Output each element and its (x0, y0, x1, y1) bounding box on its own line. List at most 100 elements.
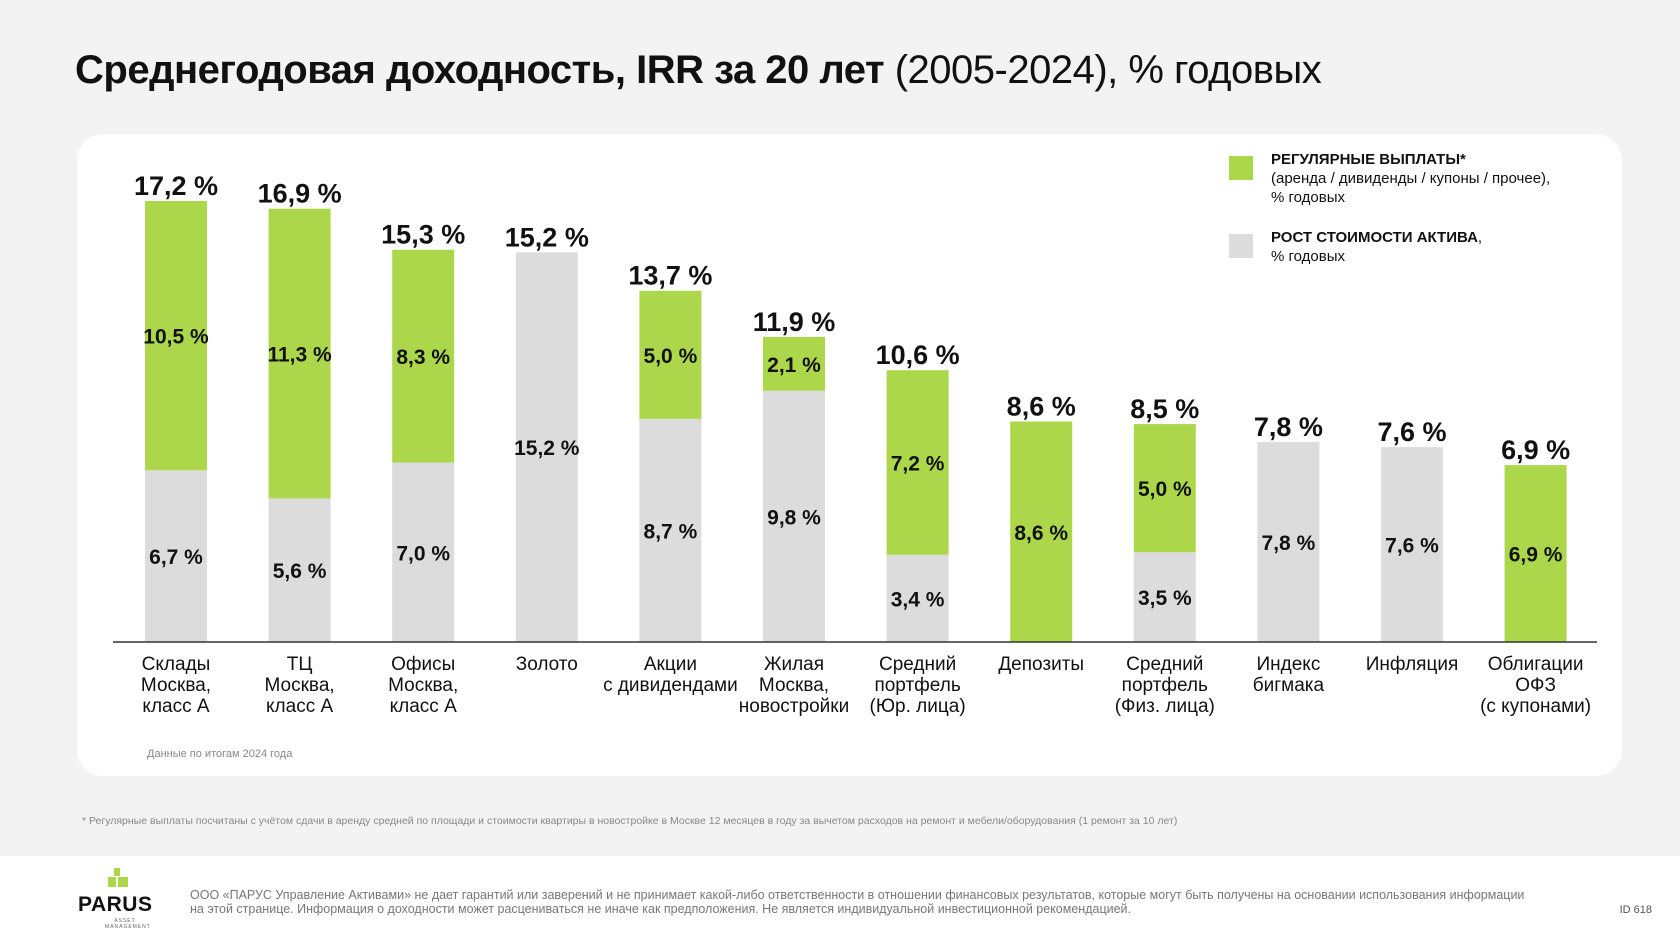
footnote: * Регулярные выплаты посчитаны с учётом … (82, 815, 1178, 827)
category-label-6-0: Средний (879, 654, 956, 675)
bar-regular-payments-0 (145, 201, 207, 471)
label-regular-payments-1: 11,3 % (267, 344, 332, 367)
bar-regular-payments-5 (763, 336, 825, 391)
category-label-0-2: класс А (142, 696, 209, 717)
category-label-11-0: Облигации (1488, 654, 1584, 675)
label-total-11: 6,9 % (1501, 435, 1570, 465)
category-label-8-0: Средний (1126, 654, 1203, 675)
label-asset-growth-1: 5,6 % (273, 560, 327, 583)
title-light: (2005-2024), % годовых (884, 48, 1322, 92)
label-total-3: 15,2 % (505, 222, 589, 252)
legend-regular-payments-desc1: (аренда / дивиденды / купоны / прочее), (1271, 170, 1551, 187)
label-asset-growth-0: 6,7 % (149, 546, 203, 569)
label-total-6: 10,6 % (876, 340, 960, 370)
bar-regular-payments-7 (1010, 421, 1073, 642)
bar-asset-growth-0 (145, 470, 207, 642)
category-label-5-2: новостройки (739, 696, 849, 717)
label-total-8: 8,5 % (1130, 394, 1199, 424)
label-regular-payments-0: 10,5 % (143, 326, 209, 349)
label-asset-growth-10: 7,6 % (1385, 535, 1439, 558)
legend-regular-payments-title: РЕГУЛЯРНЫЕ ВЫПЛАТЫ* (1271, 151, 1466, 168)
logo-subtitle: ASSET MANAGEMENT (105, 918, 150, 930)
category-label-9-1: бигмака (1253, 675, 1325, 696)
category-label-11-1: ОФЗ (1515, 675, 1556, 696)
label-total-4: 13,7 % (628, 261, 712, 291)
legend-asset-growth-desc: % годовых (1271, 248, 1346, 265)
footer (0, 856, 1680, 944)
category-label-2-0: Офисы (391, 654, 455, 675)
label-total-2: 15,3 % (381, 220, 465, 250)
label-regular-payments-5: 2,1 % (767, 354, 821, 377)
label-regular-payments-4: 5,0 % (644, 345, 698, 368)
legal-disclaimer: ООО «ПАРУС Управление Активами» не дает … (190, 888, 1525, 916)
bar-asset-growth-1 (268, 498, 331, 642)
legend-asset-growth: РОСТ СТОИМОСТИ АКТИВА, % годовых (1271, 228, 1482, 266)
category-label-7-0: Депозиты (998, 654, 1084, 675)
label-regular-payments-8: 5,0 % (1138, 478, 1192, 501)
label-total-0: 17,2 % (134, 171, 218, 201)
bar-regular-payments-4 (639, 290, 702, 419)
logo-subtitle-line2: MANAGEMENT (105, 924, 151, 930)
label-total-1: 16,9 % (258, 179, 342, 209)
bar-regular-payments-1 (268, 208, 331, 499)
label-regular-payments-2: 8,3 % (396, 346, 450, 369)
bar-asset-growth-9 (1257, 442, 1320, 642)
logo-subtitle-line1: ASSET (114, 918, 136, 924)
category-label-1-1: Москва, (265, 675, 335, 696)
label-asset-growth-9: 7,8 % (1262, 532, 1316, 555)
category-label-5-1: Москва, (759, 675, 829, 696)
category-label-0-1: Москва, (141, 675, 211, 696)
label-asset-growth-4: 8,7 % (644, 520, 698, 543)
label-asset-growth-5: 9,8 % (767, 506, 821, 529)
label-total-10: 7,6 % (1377, 417, 1446, 447)
bar-asset-growth-5 (763, 390, 825, 642)
bar-asset-growth-2 (392, 462, 455, 642)
category-label-1-2: класс А (266, 696, 333, 717)
bar-asset-growth-3 (515, 252, 578, 643)
category-label-6-1: портфель (874, 675, 960, 696)
legend-swatch-asset-growth (1229, 234, 1253, 258)
category-label-3-0: Золото (516, 654, 578, 675)
legend-regular-payments: РЕГУЛЯРНЫЕ ВЫПЛАТЫ* (аренда / дивиденды … (1271, 150, 1550, 207)
page-id: ID 618 (1619, 904, 1652, 916)
category-label-11-2: (с купонами) (1480, 696, 1591, 717)
legend-swatch-regular-payments (1229, 156, 1253, 180)
bar-regular-payments-11 (1504, 465, 1567, 642)
category-label-4-0: Акции (644, 654, 697, 675)
bar-asset-growth-10 (1381, 447, 1443, 642)
label-total-5: 11,9 % (753, 307, 836, 337)
category-label-5-0: Жилая (764, 654, 824, 675)
label-total-7: 8,6 % (1007, 392, 1076, 422)
category-label-6-2: (Юр. лица) (870, 696, 966, 717)
bar-regular-payments-2 (392, 249, 455, 463)
label-regular-payments-7: 8,6 % (1014, 522, 1068, 545)
source-note: Данные по итогам 2024 года (147, 748, 293, 760)
logo-wordmark: PARUS (78, 893, 153, 916)
category-label-2-2: класс А (390, 696, 457, 717)
category-label-1-0: ТЦ (287, 654, 313, 675)
label-asset-growth-3: 15,2 % (514, 437, 580, 460)
label-asset-growth-8: 3,5 % (1138, 587, 1192, 610)
bar-regular-payments-8 (1133, 424, 1196, 553)
title-bold: Среднегодовая доходность, IRR за 20 лет (75, 48, 885, 92)
category-label-9-0: Индекс (1256, 654, 1320, 675)
category-label-10-0: Инфляция (1366, 654, 1459, 675)
legend-regular-payments-desc2: % годовых (1271, 189, 1346, 206)
category-label-0-0: Склады (142, 654, 211, 675)
page-title: Среднегодовая доходность, IRR за 20 лет … (75, 44, 1322, 96)
legend-asset-growth-title: РОСТ СТОИМОСТИ АКТИВА (1271, 229, 1478, 246)
parus-logo-icon (108, 868, 128, 887)
category-label-4-1: с дивидендами (603, 675, 738, 696)
category-label-2-1: Москва, (388, 675, 458, 696)
legend-asset-growth-suffix: , (1477, 229, 1483, 246)
category-label-8-1: портфель (1122, 675, 1208, 696)
bar-regular-payments-6 (886, 370, 949, 555)
chart-card: 6,7 % 10,5 % 17,2 % Склады Москва, класс А 5,6… (77, 134, 1622, 776)
label-regular-payments-11: 6,9 % (1509, 544, 1563, 567)
bar-asset-growth-6 (886, 554, 949, 642)
label-asset-growth-6: 3,4 % (891, 588, 945, 611)
label-total-9: 7,8 % (1254, 412, 1323, 442)
category-label-8-2: (Физ. лица) (1115, 696, 1215, 717)
label-regular-payments-6: 7,2 % (891, 453, 945, 476)
